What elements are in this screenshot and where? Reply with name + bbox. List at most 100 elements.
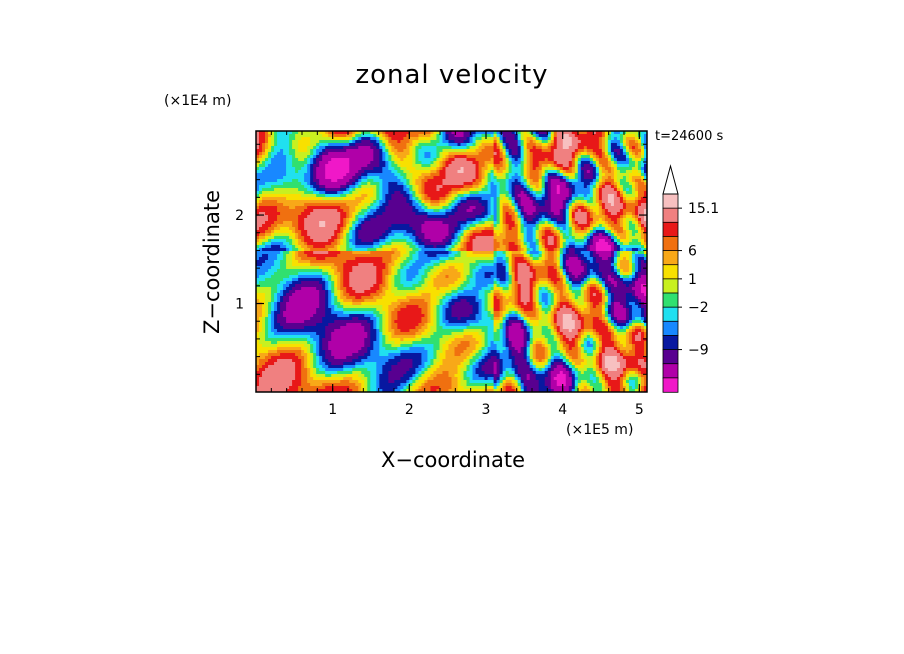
field-cell bbox=[388, 137, 392, 141]
field-cell bbox=[568, 143, 573, 147]
field-cell bbox=[502, 218, 507, 222]
field-cell bbox=[628, 170, 633, 174]
field-cell bbox=[319, 239, 323, 243]
field-cell bbox=[358, 164, 362, 168]
field-cell bbox=[280, 173, 284, 177]
field-cell bbox=[445, 143, 450, 147]
field-cell bbox=[367, 206, 371, 210]
field-cell bbox=[259, 155, 263, 159]
field-cell bbox=[334, 188, 338, 192]
field-cell bbox=[289, 137, 293, 141]
field-cell bbox=[595, 227, 600, 231]
field-cell bbox=[304, 131, 308, 135]
field-cell bbox=[517, 179, 522, 183]
field-cell bbox=[532, 161, 537, 165]
field-cell bbox=[529, 134, 534, 138]
field-cell bbox=[292, 158, 296, 162]
field-cell bbox=[439, 179, 444, 183]
field-cell bbox=[541, 155, 546, 159]
field-cell bbox=[346, 194, 350, 198]
field-cell bbox=[298, 221, 302, 225]
field-cell bbox=[541, 176, 546, 180]
field-cell bbox=[469, 194, 474, 198]
field-cell bbox=[610, 215, 615, 219]
field-cell bbox=[499, 230, 504, 234]
field-cell bbox=[382, 197, 386, 201]
field-cell bbox=[601, 176, 606, 180]
field-cell bbox=[289, 149, 293, 153]
field-cell bbox=[271, 134, 275, 138]
field-cell bbox=[562, 182, 567, 186]
y-axis-unit: (×1E4 m) bbox=[164, 93, 232, 109]
field-cell bbox=[472, 218, 477, 222]
field-cell bbox=[451, 176, 456, 180]
field-cell bbox=[427, 170, 432, 174]
field-cell bbox=[460, 167, 465, 171]
field-cell bbox=[298, 194, 302, 198]
field-cell bbox=[511, 170, 516, 174]
field-cell bbox=[382, 203, 386, 207]
field-cell bbox=[541, 239, 546, 243]
field-cell bbox=[319, 200, 323, 204]
field-cell bbox=[424, 188, 429, 192]
field-cell bbox=[403, 197, 407, 201]
field-cell bbox=[379, 203, 383, 207]
field-cell bbox=[511, 206, 516, 210]
field-cell bbox=[418, 140, 423, 144]
field-cell bbox=[280, 200, 284, 204]
field-cell bbox=[256, 170, 260, 174]
field-cell bbox=[400, 173, 404, 177]
field-cell bbox=[640, 182, 645, 186]
field-cell bbox=[601, 191, 606, 195]
field-cell bbox=[556, 221, 561, 225]
field-cell bbox=[580, 185, 585, 189]
field-cell bbox=[517, 167, 522, 171]
field-cell bbox=[307, 149, 311, 153]
field-cell bbox=[511, 212, 516, 216]
field-cell bbox=[616, 182, 621, 186]
field-cell bbox=[640, 146, 645, 150]
field-cell bbox=[439, 200, 444, 204]
field-cell bbox=[442, 209, 447, 213]
field-cell bbox=[271, 173, 275, 177]
field-cell bbox=[589, 212, 594, 216]
field-cell bbox=[319, 209, 323, 213]
field-cell bbox=[610, 227, 615, 231]
field-cell bbox=[613, 197, 618, 201]
field-cell bbox=[454, 221, 459, 225]
field-cell bbox=[298, 137, 302, 141]
field-cell bbox=[304, 152, 308, 156]
field-cell bbox=[343, 140, 347, 144]
field-cell bbox=[436, 215, 441, 219]
field-cell bbox=[295, 221, 299, 225]
field-cell bbox=[607, 233, 612, 237]
field-cell bbox=[631, 140, 636, 144]
field-cell bbox=[559, 161, 564, 165]
field-cell bbox=[385, 212, 389, 216]
field-cell bbox=[292, 209, 296, 213]
field-cell bbox=[382, 245, 386, 249]
field-cell bbox=[298, 206, 302, 210]
field-cell bbox=[457, 239, 462, 243]
field-cell bbox=[376, 152, 380, 156]
field-cell bbox=[571, 146, 576, 150]
field-cell bbox=[598, 137, 603, 141]
field-cell bbox=[559, 140, 564, 144]
field-cell bbox=[361, 161, 365, 165]
field-cell bbox=[481, 239, 486, 243]
field-cell bbox=[604, 188, 609, 192]
field-cell bbox=[337, 242, 341, 246]
field-cell bbox=[583, 173, 588, 177]
field-cell bbox=[598, 227, 603, 231]
field-cell bbox=[517, 191, 522, 195]
field-cell bbox=[637, 173, 642, 177]
field-cell bbox=[310, 152, 314, 156]
field-cell bbox=[403, 239, 407, 243]
field-cell bbox=[547, 203, 552, 207]
field-cell bbox=[376, 200, 380, 204]
field-cell bbox=[475, 152, 480, 156]
field-cell bbox=[379, 182, 383, 186]
field-cell bbox=[502, 131, 507, 135]
field-cell bbox=[562, 137, 567, 141]
field-cell bbox=[436, 242, 441, 246]
